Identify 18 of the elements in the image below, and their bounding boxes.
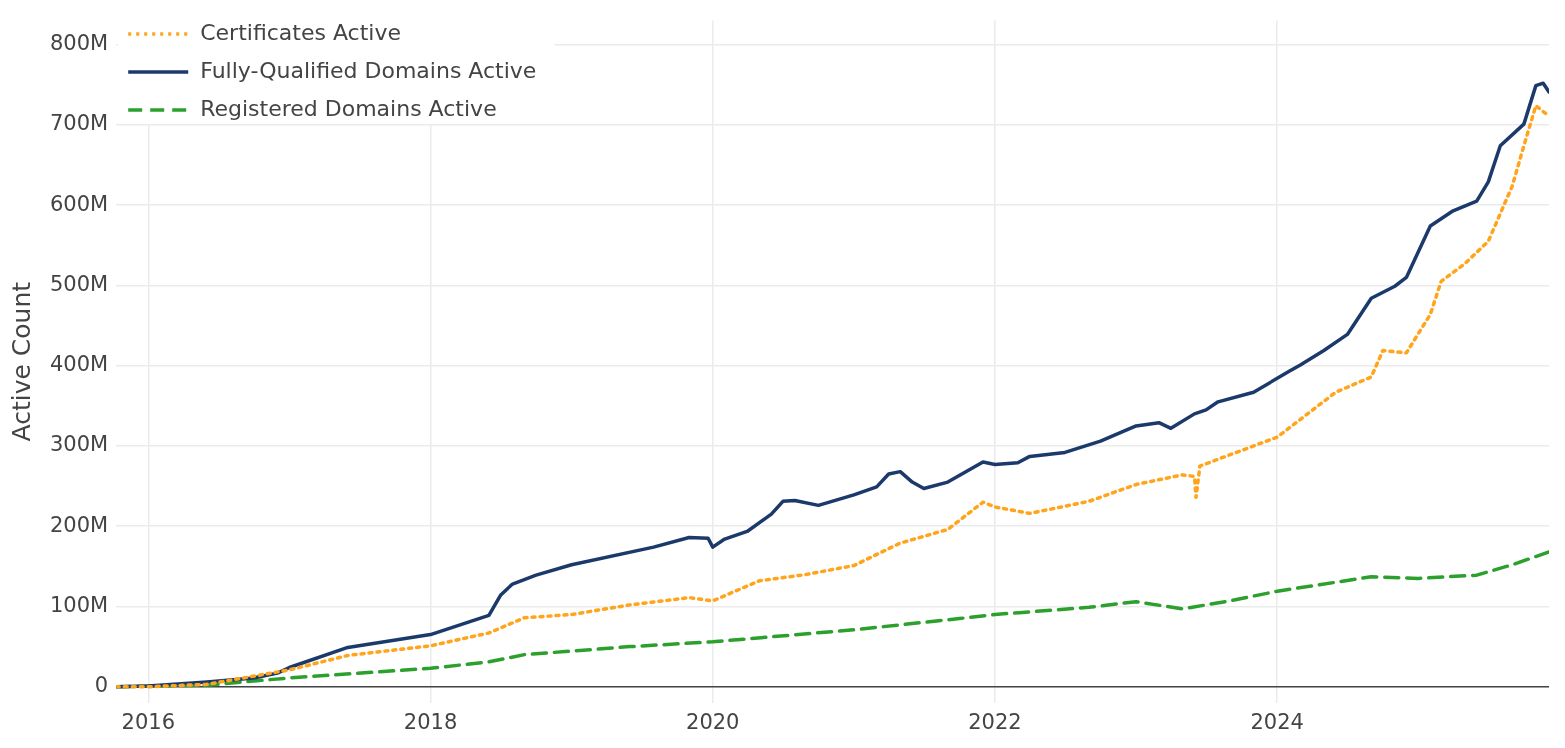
y-tick-label: 600M bbox=[50, 191, 109, 216]
y-tick-label: 800M bbox=[50, 31, 109, 56]
x-tick-label: 2024 bbox=[1250, 709, 1304, 734]
x-tick-label: 2018 bbox=[403, 709, 458, 734]
legend-label: Certificates Active bbox=[200, 19, 401, 45]
y-tick-label: 300M bbox=[50, 432, 109, 457]
y-tick-label: 400M bbox=[50, 352, 109, 377]
y-axis-title: Active Count bbox=[6, 281, 36, 442]
x-tick-label: 2020 bbox=[686, 709, 740, 734]
x-tick-label: 2016 bbox=[121, 709, 176, 734]
y-tick-label: 0 bbox=[94, 673, 109, 698]
y-tick-label: 700M bbox=[50, 111, 109, 136]
y-tick-label: 200M bbox=[50, 512, 109, 537]
legend-label: Fully-Qualified Domains Active bbox=[200, 57, 537, 83]
legend-label: Registered Domains Active bbox=[200, 95, 497, 121]
y-tick-label: 500M bbox=[50, 271, 109, 296]
y-tick-label: 100M bbox=[50, 592, 109, 617]
x-tick-label: 2022 bbox=[968, 709, 1022, 734]
